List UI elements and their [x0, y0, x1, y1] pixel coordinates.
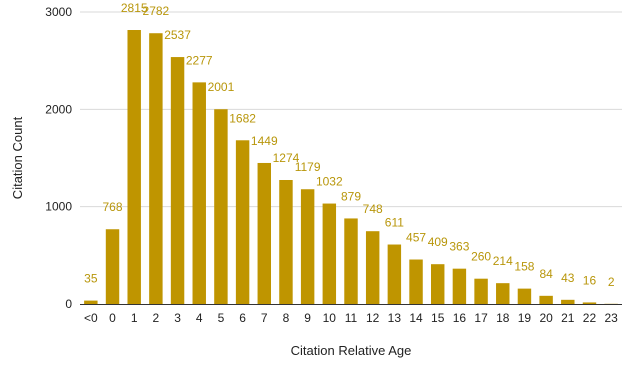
bar: [561, 299, 575, 304]
data-label: 260: [471, 250, 491, 264]
bar: [300, 189, 315, 304]
data-label: 1449: [251, 134, 278, 148]
x-tick-label: 9: [304, 311, 311, 325]
x-tick-label: 11: [345, 311, 358, 325]
bar: [365, 231, 380, 304]
x-tick-label: 2: [153, 311, 160, 325]
x-tick-label: 12: [366, 311, 380, 325]
bar: [105, 229, 120, 304]
data-label: 748: [363, 202, 383, 216]
x-tick-label: 4: [196, 311, 203, 325]
data-label: 214: [493, 254, 513, 268]
bar: [430, 264, 445, 304]
data-label: 2277: [186, 53, 213, 67]
x-tick-label: 18: [496, 311, 510, 325]
bar: [539, 295, 553, 304]
bar: [582, 302, 597, 304]
bar: [127, 30, 141, 305]
x-tick-label: 5: [218, 311, 225, 325]
bar: [409, 259, 423, 304]
gridlines: [80, 11, 622, 208]
data-label: 43: [561, 271, 575, 285]
data-label: 2001: [208, 80, 235, 94]
bar: [149, 33, 163, 305]
data-label: 1274: [273, 151, 300, 165]
data-label: 35: [84, 272, 98, 286]
data-label: 1032: [316, 175, 343, 189]
data-label: 2: [608, 275, 615, 289]
y-tick-label: 0: [65, 297, 72, 311]
bar: [452, 268, 467, 304]
data-label: 2782: [143, 4, 170, 18]
y-tick-label: 3000: [45, 5, 72, 19]
x-tick-label: 20: [539, 311, 553, 325]
x-tick-label: 7: [261, 311, 268, 325]
bar: [322, 203, 337, 304]
data-label: 1179: [295, 160, 321, 174]
data-label: 158: [514, 260, 534, 274]
bar: [84, 300, 98, 304]
y-tick-label: 1000: [45, 200, 72, 214]
bar: [344, 218, 358, 304]
bar: [279, 179, 293, 304]
bars: [84, 30, 618, 305]
bar: [474, 278, 488, 304]
y-tick-label: 2000: [45, 102, 72, 116]
x-tick-label: <0: [84, 311, 98, 325]
x-tick-label: 10: [323, 311, 337, 325]
data-label: 1682: [229, 111, 256, 125]
x-tick-label: 6: [239, 311, 246, 325]
data-label: 2815: [121, 1, 148, 15]
x-tick-label: 8: [283, 311, 290, 325]
bar: [496, 283, 510, 304]
x-tick-label: 0: [109, 311, 116, 325]
y-axis-title: Citation Count: [10, 116, 25, 199]
data-label: 768: [103, 200, 123, 214]
x-tick-label: 13: [388, 311, 402, 325]
bar: [170, 57, 185, 304]
data-label: 16: [583, 273, 597, 287]
bar: [257, 162, 272, 304]
x-tick-label: 21: [561, 311, 575, 325]
bar: [235, 140, 250, 304]
data-label: 611: [385, 216, 404, 230]
data-label: 457: [406, 231, 426, 245]
data-label: 2537: [164, 28, 191, 42]
x-tick-label: 16: [453, 311, 467, 325]
data-label: 363: [449, 240, 469, 254]
data-label: 84: [539, 267, 553, 281]
bar: [192, 82, 206, 304]
bar: [214, 109, 228, 305]
data-label: 409: [428, 235, 448, 249]
x-tick-label: 3: [174, 311, 181, 325]
x-tick-label: 15: [431, 311, 445, 325]
x-tick-label: 17: [474, 311, 488, 325]
x-tick-label: 1: [131, 311, 138, 325]
x-tick-label: 14: [409, 311, 423, 325]
x-tick-label: 19: [518, 311, 532, 325]
bar: [517, 288, 532, 304]
bar: [387, 244, 402, 304]
x-axis-title: Citation Relative Age: [291, 343, 412, 358]
data-label: 879: [341, 189, 361, 203]
x-tick-label: 23: [604, 311, 618, 325]
x-tick-label: 22: [583, 311, 597, 325]
